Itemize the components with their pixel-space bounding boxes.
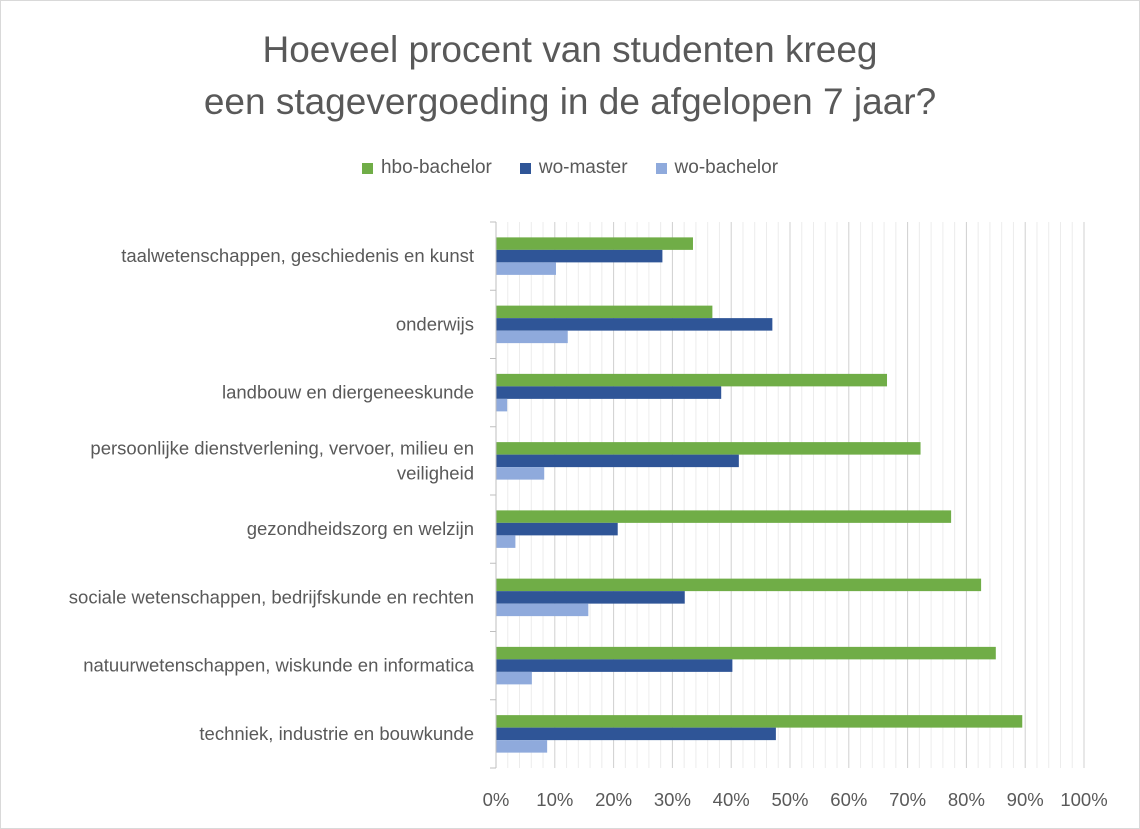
legend-item-wo-master: wo-master (519, 157, 628, 179)
bar-wo-master (496, 659, 733, 672)
category-label: sociale wetenschappen, bedrijfskunde en … (69, 586, 474, 607)
category-label: techniek, industrie en bouwkunde (199, 723, 474, 744)
x-tick-label: 70% (889, 789, 926, 810)
bar-wo-master (496, 591, 685, 604)
x-tick-label: 0% (483, 789, 510, 810)
chart-title-line-2: een stagevergoeding in de afgelopen 7 ja… (203, 81, 937, 122)
category-label: gezondheidszorg en welzijn (247, 518, 474, 539)
x-tick-label: 50% (771, 789, 808, 810)
bar-wo-bachelor (496, 262, 556, 275)
x-tick-label: 10% (536, 789, 573, 810)
bar-wo-master (496, 386, 722, 399)
legend-label-wo-bachelor: wo-bachelor (674, 157, 779, 178)
bar-hbo-bachelor (496, 646, 996, 660)
legend-swatch-wo-bachelor (655, 162, 667, 174)
chart-title: Hoeveel procent van studenten kreeg een … (0, 24, 1140, 128)
bar-wo-bachelor (496, 603, 589, 617)
category-label: veiligheid (397, 462, 474, 483)
x-tick-label: 100% (1060, 789, 1107, 810)
legend-swatch-hbo-bachelor (361, 162, 373, 174)
x-tick-label: 90% (1007, 789, 1044, 810)
category-label: natuurwetenschappen, wiskunde en informa… (83, 655, 475, 676)
legend-label-wo-master: wo-master (538, 157, 628, 178)
bar-wo-master (496, 318, 773, 331)
bar-hbo-bachelor (496, 715, 1023, 728)
bar-wo-master (496, 249, 663, 263)
bar-wo-bachelor (496, 740, 548, 753)
legend-item-wo-bachelor: wo-bachelor (655, 157, 779, 179)
bar-wo-bachelor (496, 330, 568, 344)
x-tick-label: 20% (595, 789, 632, 810)
bar-hbo-bachelor (496, 442, 921, 455)
category-label: onderwijs (396, 313, 474, 334)
category-label: landbouw en diergeneeskunde (222, 382, 474, 403)
bar-wo-bachelor (496, 671, 532, 685)
x-tick-label: 40% (713, 789, 750, 810)
x-tick-label: 80% (948, 789, 985, 810)
bar-hbo-bachelor (496, 305, 713, 319)
legend-label-hbo-bachelor: hbo-bachelor (380, 157, 492, 178)
x-tick-label: 30% (654, 789, 691, 810)
bar-hbo-bachelor (496, 237, 693, 250)
legend-item-hbo-bachelor: hbo-bachelor (361, 157, 492, 179)
x-tick-label: 60% (830, 789, 867, 810)
legend-swatch-wo-master (519, 162, 531, 174)
bar-hbo-bachelor (496, 373, 888, 387)
chart-legend: hbo-bachelor wo-master wo-bachelor (0, 157, 1140, 179)
bar-wo-master (496, 454, 739, 468)
bar-hbo-bachelor (496, 510, 952, 523)
bar-wo-master (496, 727, 776, 741)
bar-wo-bachelor (496, 398, 508, 412)
category-label: persoonlijke dienstverlening, vervoer, m… (90, 437, 474, 458)
bar-hbo-bachelor (496, 578, 982, 592)
bar-wo-bachelor (496, 467, 545, 480)
bar-wo-master (496, 522, 618, 536)
chart-title-line-1: Hoeveel procent van studenten kreeg (262, 29, 878, 70)
bar-wo-bachelor (496, 535, 516, 548)
category-label: taalwetenschappen, geschiedenis en kunst (121, 245, 474, 266)
